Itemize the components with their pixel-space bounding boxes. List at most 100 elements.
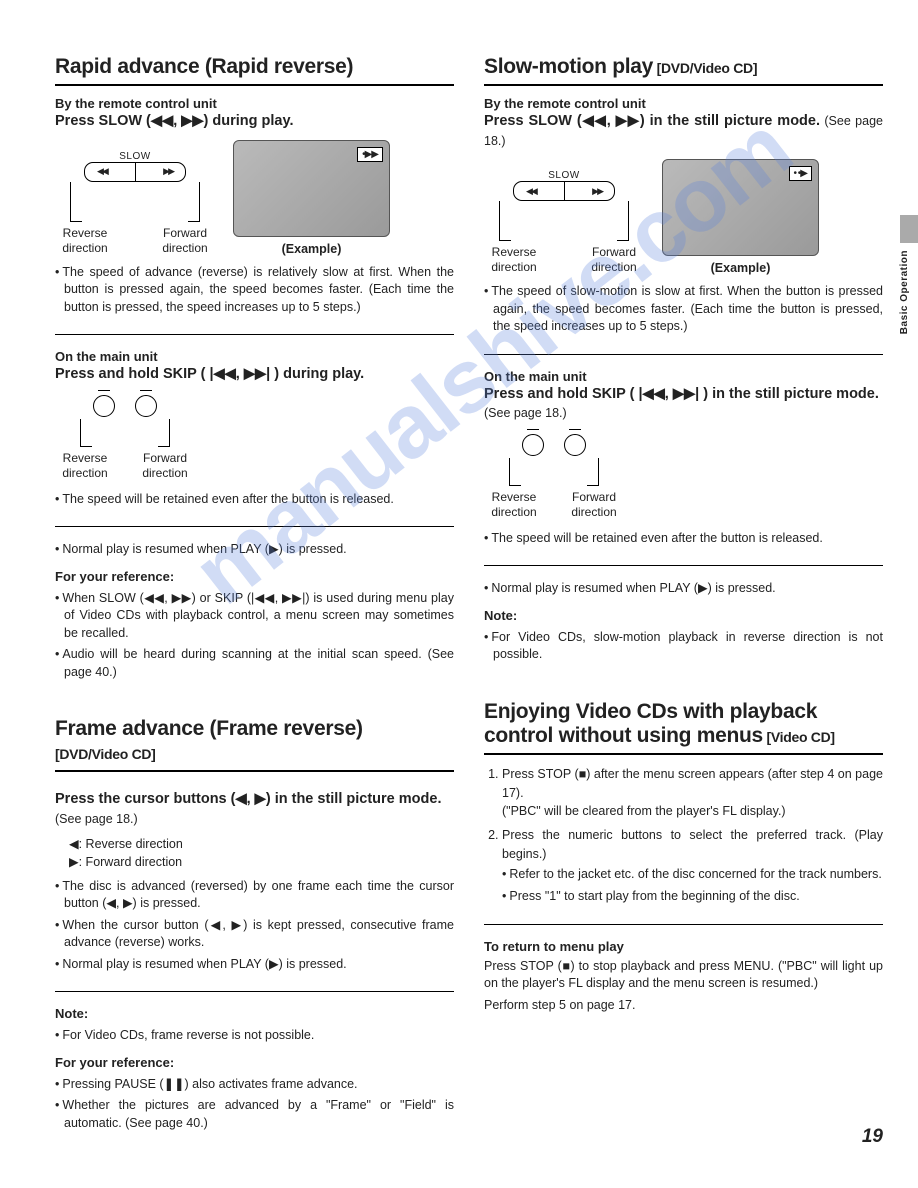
slow-button-diagram-row: SLOW ◀◀ ▶▶ Reverse direction Forward dir… bbox=[484, 159, 883, 275]
divider bbox=[484, 924, 883, 925]
section-rapid-advance: Rapid advance (Rapid reverse) bbox=[55, 55, 454, 86]
instruction: Press and hold SKIP ( |◀◀, ▶▶| ) in the … bbox=[484, 385, 883, 424]
list-item: For Video CDs, slow-motion playback in r… bbox=[484, 629, 883, 664]
sub-heading: On the main unit bbox=[484, 369, 883, 384]
return-step: Perform step 5 on page 17. bbox=[484, 997, 883, 1015]
rewind-icon: ◀◀ bbox=[526, 186, 536, 197]
note-title: Note: bbox=[55, 1006, 454, 1021]
list-item: The speed of slow-motion is slow at firs… bbox=[484, 283, 883, 336]
divider bbox=[484, 354, 883, 355]
tv-example: •▶▶ (Example) bbox=[233, 140, 390, 256]
skip-button-diagram: Reverse direction Forward direction bbox=[484, 434, 624, 520]
note-list: The speed of slow-motion is slow at firs… bbox=[484, 283, 883, 336]
reverse-label: Reverse direction bbox=[484, 245, 544, 275]
slow-button-diagram: SLOW ◀◀ ▶▶ Reverse direction Forward dir… bbox=[484, 170, 644, 275]
reference-title: For your reference: bbox=[55, 1055, 454, 1070]
list-item: Whether the pictures are advanced by a "… bbox=[55, 1097, 454, 1132]
forward-label: Forward direction bbox=[135, 451, 195, 481]
list-item: Normal play is resumed when PLAY (▶) is … bbox=[55, 541, 454, 559]
heading: Slow-motion play [DVD/Video CD] bbox=[484, 55, 883, 79]
step-item: Press STOP (■) after the menu screen app… bbox=[502, 765, 883, 821]
tv-screen-icon: • •▶ bbox=[662, 159, 819, 256]
forward-label: Forward direction bbox=[155, 226, 215, 256]
sub-heading: By the remote control unit bbox=[484, 96, 883, 111]
list-item: The disc is advanced (reversed) by one f… bbox=[55, 878, 454, 913]
indicator-icon: •▶▶ bbox=[357, 147, 383, 162]
list-item: Press "1" to start play from the beginni… bbox=[502, 888, 883, 906]
note-list: For Video CDs, slow-motion playback in r… bbox=[484, 629, 883, 664]
list-item: When the cursor button (◀, ▶) is kept pr… bbox=[55, 917, 454, 952]
reference-title: For your reference: bbox=[55, 569, 454, 584]
note-list: The speed will be retained even after th… bbox=[484, 530, 883, 548]
list-item: Refer to the jacket etc. of the disc con… bbox=[502, 866, 883, 884]
section-frame-advance: Frame advance (Frame reverse) [DVD/Video… bbox=[55, 717, 454, 772]
tv-screen-icon: •▶▶ bbox=[233, 140, 390, 237]
heading: Enjoying Video CDs with playback control… bbox=[484, 700, 883, 748]
note-list: The speed will be retained even after th… bbox=[55, 491, 454, 509]
side-tab: Basic Operation bbox=[899, 250, 910, 334]
forward-label: Forward direction bbox=[564, 490, 624, 520]
list-item: Pressing PAUSE (❚❚) also activates frame… bbox=[55, 1076, 454, 1094]
skip-back-icon bbox=[93, 395, 115, 417]
divider bbox=[55, 334, 454, 335]
reference-list: When SLOW (◀◀, ▶▶) or SKIP (|◀◀, ▶▶|) is… bbox=[55, 590, 454, 682]
note-list: Normal play is resumed when PLAY (▶) is … bbox=[484, 580, 883, 598]
instruction: Press SLOW (◀◀, ▶▶) in the still picture… bbox=[484, 112, 883, 151]
return-title: To return to menu play bbox=[484, 939, 883, 954]
instruction: Press the cursor buttons (◀, ▶) in the s… bbox=[55, 790, 454, 829]
format-label: [DVD/Video CD] bbox=[653, 60, 757, 76]
example-label: (Example) bbox=[662, 261, 819, 275]
list-item: The speed will be retained even after th… bbox=[55, 491, 454, 509]
note-list: The speed of advance (reverse) is relati… bbox=[55, 264, 454, 317]
reverse-label: Reverse direction bbox=[55, 451, 115, 481]
list-item: When SLOW (◀◀, ▶▶) or SKIP (|◀◀, ▶▶|) is… bbox=[55, 590, 454, 643]
divider bbox=[55, 526, 454, 527]
heading: Frame advance (Frame reverse) [DVD/Video… bbox=[55, 717, 454, 765]
manual-page: manualshive.com Basic Operation Rapid ad… bbox=[0, 0, 918, 1168]
instruction: Press and hold SKIP ( |◀◀, ▶▶| ) during … bbox=[55, 365, 454, 385]
reverse-label: Reverse direction bbox=[55, 226, 115, 256]
forward-label: Forward direction bbox=[584, 245, 644, 275]
sub-heading: By the remote control unit bbox=[55, 96, 454, 111]
tv-example: • •▶ (Example) bbox=[662, 159, 819, 275]
list-item: Normal play is resumed when PLAY (▶) is … bbox=[55, 956, 454, 974]
forward-direction: ▶: Forward direction bbox=[69, 853, 454, 871]
skip-fwd-icon bbox=[135, 395, 157, 417]
reverse-label: Reverse direction bbox=[484, 490, 544, 520]
rewind-icon: ◀◀ bbox=[97, 166, 107, 177]
reference-list: Pressing PAUSE (❚❚) also activates frame… bbox=[55, 1076, 454, 1133]
ffwd-icon: ▶▶ bbox=[163, 166, 173, 177]
divider bbox=[484, 565, 883, 566]
list-item: Normal play is resumed when PLAY (▶) is … bbox=[484, 580, 883, 598]
page-number: 19 bbox=[862, 1126, 883, 1148]
slow-button-diagram-row: SLOW ◀◀ ▶▶ Reverse direction Forward dir… bbox=[55, 140, 454, 256]
format-label: [DVD/Video CD] bbox=[55, 746, 156, 762]
slow-button-icon: ◀◀ ▶▶ bbox=[513, 181, 615, 201]
side-index-block bbox=[900, 215, 918, 243]
right-column: Slow-motion play [DVD/Video CD] By the r… bbox=[484, 55, 883, 1138]
divider bbox=[55, 991, 454, 992]
instruction: Press SLOW (◀◀, ▶▶) during play. bbox=[55, 112, 454, 132]
return-text: Press STOP (■) to stop playback and pres… bbox=[484, 958, 883, 993]
ffwd-icon: ▶▶ bbox=[592, 186, 602, 197]
list-item: For Video CDs, frame reverse is not poss… bbox=[55, 1027, 454, 1045]
left-column: Rapid advance (Rapid reverse) By the rem… bbox=[55, 55, 454, 1138]
note-list: The disc is advanced (reversed) by one f… bbox=[55, 878, 454, 974]
direction-legend: ◀: Reverse direction ▶: Forward directio… bbox=[55, 835, 454, 871]
slow-button-diagram: SLOW ◀◀ ▶▶ Reverse direction Forward dir… bbox=[55, 151, 215, 256]
skip-back-icon bbox=[522, 434, 544, 456]
reverse-direction: ◀: Reverse direction bbox=[69, 835, 454, 853]
note-list: Normal play is resumed when PLAY (▶) is … bbox=[55, 541, 454, 559]
section-video-cd-pbc: Enjoying Video CDs with playback control… bbox=[484, 700, 883, 755]
note-list: For Video CDs, frame reverse is not poss… bbox=[55, 1027, 454, 1045]
skip-button-diagram: Reverse direction Forward direction bbox=[55, 395, 195, 481]
step-item: Press the numeric buttons to select the … bbox=[502, 826, 883, 906]
section-slow-motion: Slow-motion play [DVD/Video CD] bbox=[484, 55, 883, 86]
slow-button-icon: ◀◀ ▶▶ bbox=[84, 162, 186, 182]
slow-label: SLOW bbox=[55, 151, 215, 162]
skip-fwd-icon bbox=[564, 434, 586, 456]
example-label: (Example) bbox=[233, 242, 390, 256]
step-sub: ("PBC" will be cleared from the player's… bbox=[502, 804, 786, 818]
list-item: Audio will be heard during scanning at t… bbox=[55, 646, 454, 681]
note-title: Note: bbox=[484, 608, 883, 623]
